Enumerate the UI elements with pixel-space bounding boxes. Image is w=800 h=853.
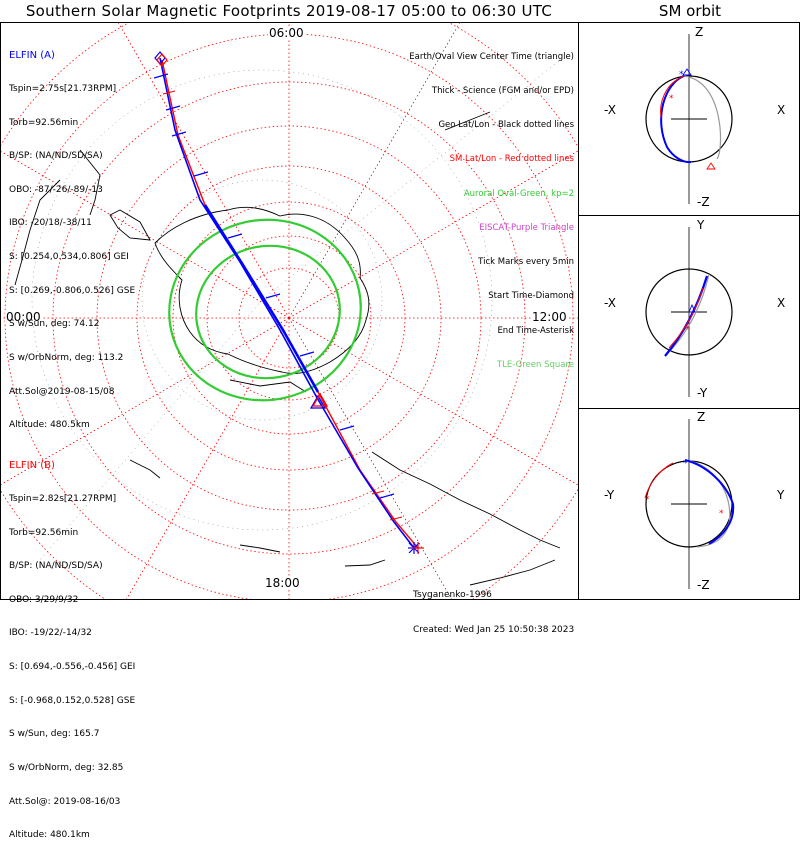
elfin-a-line: Tspin=2.75s[21.73RPM] [9,84,117,95]
elfin-a-line: S: [0.269,-0.806,0.526] GSE [9,285,136,296]
elfin-a-line: S: [0.254,0.534,0.806] GEI [9,252,129,263]
sm-panel-2: * [645,227,733,397]
sm-panel-2-right-label: X [777,296,786,310]
elfin-a-line: S w/OrbNorm, deg: 113.2 [9,352,124,363]
sm-panel-3-right-label: Y [777,488,785,502]
elfin-b-header: ELFIN (B) [9,460,55,472]
sm-panel-3: * * * [644,419,735,589]
legend-item-auroral-oval: Auroral Oval-Green, kp=2 [463,188,574,199]
mlt-label-right: 12:00 [531,310,568,324]
geo-grid [31,59,561,561]
elfin-a-line: Altitude: 480.5km [9,420,90,431]
sm-panel-1: * * [645,34,733,204]
coastline [14,111,561,586]
legend-item-science: Thick - Science (FGM and/or EPD) [431,86,574,97]
mlt-label-left: 00:00 [5,310,42,324]
model-name: Tsyganenko-1996 [413,590,492,600]
sm-panel-2-bottom-label: -Y [697,386,708,400]
sm-panel-1-bottom-label: -Z [697,195,710,209]
auroral-oval [168,218,362,402]
svg-text:*: * [683,459,688,469]
view-center-triangle [309,392,329,409]
sm-panel-1-left-label: -X [604,103,616,117]
elfin-b-info: ELFIN (B) Tspin=2.82s[21.27RPM] Torb=92.… [9,438,135,853]
elfin-b-line: S: [-0.968,0.152,0.528] GSE [9,695,136,706]
elfin-a-track [159,57,415,549]
elfin-a-header: ELFIN (A) [9,50,55,62]
svg-text:*: * [719,509,724,519]
elfin-a-line: Torb=92.56min [9,117,79,128]
legend-item-view-center: Earth/Oval View Center Time (triangle) [409,51,574,62]
elfin-a-line: B/SP: (NA/ND/SD/SA) [9,151,103,162]
legend-item-sm-grid: SM Lat/Lon - Red dotted lines [449,154,574,165]
sm-panel-1-top-label: Z [695,25,704,39]
svg-text:*: * [685,325,690,335]
sm-panel-2-top-label: Y [697,218,705,232]
mlt-label-top: 06:00 [268,26,305,40]
legend-item-eiscat: EISCAT-Purple Triangle [479,222,574,233]
legend-item-geo-grid: Geo Lat/Lon - Black dotted lines [438,120,574,131]
sm-panel-3-left-label: -Y [604,488,615,502]
elfin-b-line: S: [0.694,-0.556,-0.456] GEI [9,662,136,673]
elfin-b-line: Tspin=2.82s[21.27RPM] [9,494,117,505]
elfin-a-info: ELFIN (A) Tspin=2.75s[21.73RPM] Torb=92.… [9,28,135,443]
elfin-a-line: Att.Sol@2019-08-15/08 [9,386,115,397]
sm-panel-3-top-label: Z [697,410,706,424]
sm-panel-3-bottom-label: -Z [697,578,710,592]
mlt-label-bottom: 18:00 [264,576,301,590]
elfin-b-line: Att.Sol@: 2019-08-16/03 [9,796,121,807]
sm-panel-1-right-label: X [777,103,786,117]
elfin-b-line: S w/OrbNorm, deg: 32.85 [9,762,124,773]
elfin-b-line: Altitude: 480.1km [9,830,90,841]
footprint-map [1,23,578,599]
footer: Tsyganenko-1996 Created: Wed Jan 25 10:5… [413,567,574,648]
legend-item-end-time: End Time-Asterisk [497,325,574,336]
elfin-a-tick-marks [153,73,395,499]
svg-text:*: * [669,94,674,104]
sm-orbit-plots: * * * * * * [644,34,735,589]
elfin-a-line: OBO: -87/-26/-89/-13 [9,184,103,195]
sm-orbit-title: SM orbit [658,2,722,20]
elfin-a-line: S w/Sun, deg: 74.12 [9,319,100,330]
elfin-b-line: B/SP: (NA/ND/SD/SA) [9,561,103,572]
sm-panel-2-left-label: -X [604,296,616,310]
elfin-b-line: Torb=92.56min [9,527,79,538]
svg-text:*: * [679,70,684,80]
elfin-a-line: IBO: -20/18/-38/11 [9,218,92,229]
elfin-b-line: OBO: 3/29/9/32 [9,594,79,605]
elfin-b-tick-marks [162,90,403,521]
created-timestamp: Created: Wed Jan 25 10:50:38 2023 [413,624,575,635]
elfin-b-line: IBO: -19/22/-14/32 [9,628,92,639]
legend-item-tle: TLE-Green Square [496,359,574,370]
end-asterisk [408,542,424,554]
legend: Earth/Oval View Center Time (triangle) T… [409,29,574,383]
page-title: Southern Solar Magnetic Footprints 2019-… [25,2,553,20]
legend-item-tick-marks: Tick Marks every 5min [478,257,574,268]
elfin-b-line: S w/Sun, deg: 165.7 [9,729,100,740]
start-diamond [154,51,168,67]
legend-item-start-time: Start Time-Diamond [488,291,574,302]
svg-text:*: * [645,495,650,505]
